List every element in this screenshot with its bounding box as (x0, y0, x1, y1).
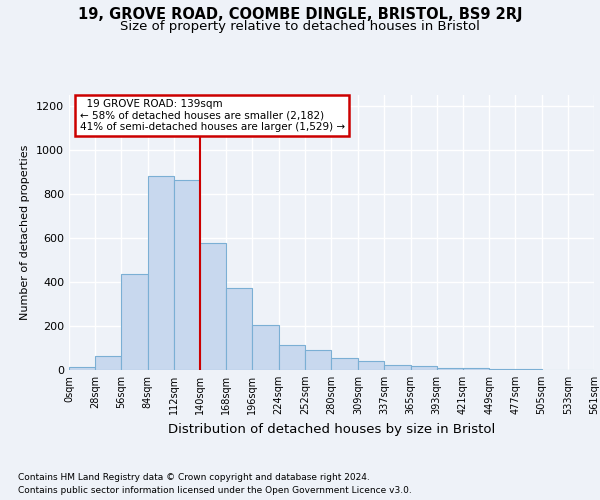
Bar (253, 325, 278, 370)
Bar (331, 358, 358, 370)
Bar (174, 180, 200, 370)
Y-axis label: Number of detached properties: Number of detached properties (20, 145, 31, 320)
Bar (489, 369, 515, 370)
Bar (410, 366, 437, 370)
Bar (200, 243, 226, 370)
Text: Contains public sector information licensed under the Open Government Licence v3: Contains public sector information licen… (18, 486, 412, 495)
Bar (226, 288, 253, 370)
Bar (278, 344, 305, 370)
Bar (121, 274, 148, 370)
Bar (69, 367, 95, 370)
X-axis label: Distribution of detached houses by size in Bristol: Distribution of detached houses by size … (168, 422, 495, 436)
Bar (305, 350, 331, 370)
Bar (358, 360, 385, 370)
Bar (385, 364, 410, 370)
Bar (148, 176, 174, 370)
Bar (437, 368, 463, 370)
Text: Size of property relative to detached houses in Bristol: Size of property relative to detached ho… (120, 20, 480, 33)
Text: 19, GROVE ROAD, COOMBE DINGLE, BRISTOL, BS9 2RJ: 19, GROVE ROAD, COOMBE DINGLE, BRISTOL, … (78, 8, 522, 22)
Text: Contains HM Land Registry data © Crown copyright and database right 2024.: Contains HM Land Registry data © Crown c… (18, 472, 370, 482)
Text: 19 GROVE ROAD: 139sqm  
← 58% of detached houses are smaller (2,182)
41% of semi: 19 GROVE ROAD: 139sqm ← 58% of detached … (79, 99, 344, 132)
Bar (95, 356, 121, 370)
Bar (463, 368, 489, 370)
